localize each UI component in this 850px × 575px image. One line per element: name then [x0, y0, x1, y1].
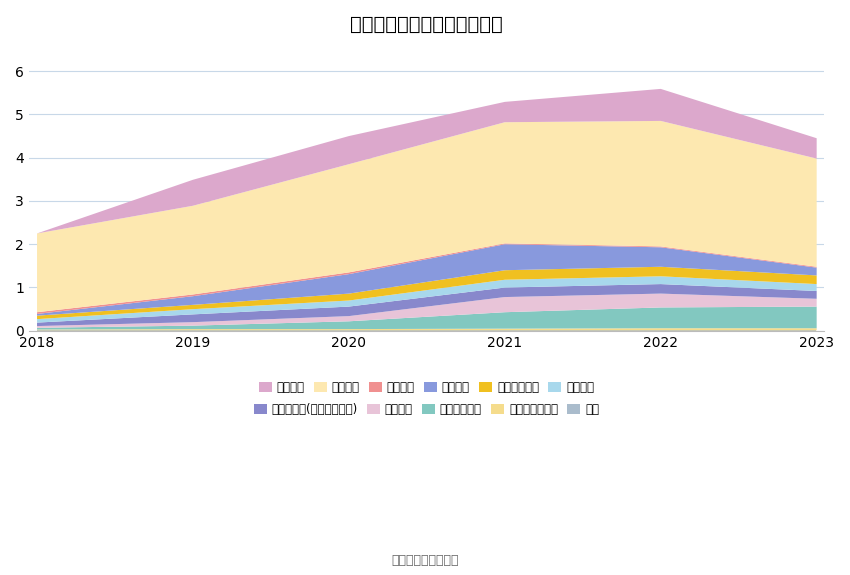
Text: 数据来源：恒生聚源: 数据来源：恒生聚源: [391, 554, 459, 566]
Legend: 其他应付款(含利息和股利), 租赁负债, 长期递延收益, 递延所得税负债, 其它: 其他应付款(含利息和股利), 租赁负债, 长期递延收益, 递延所得税负债, 其它: [249, 398, 604, 421]
Title: 历年主要负债堆积图（亿元）: 历年主要负债堆积图（亿元）: [350, 15, 502, 34]
